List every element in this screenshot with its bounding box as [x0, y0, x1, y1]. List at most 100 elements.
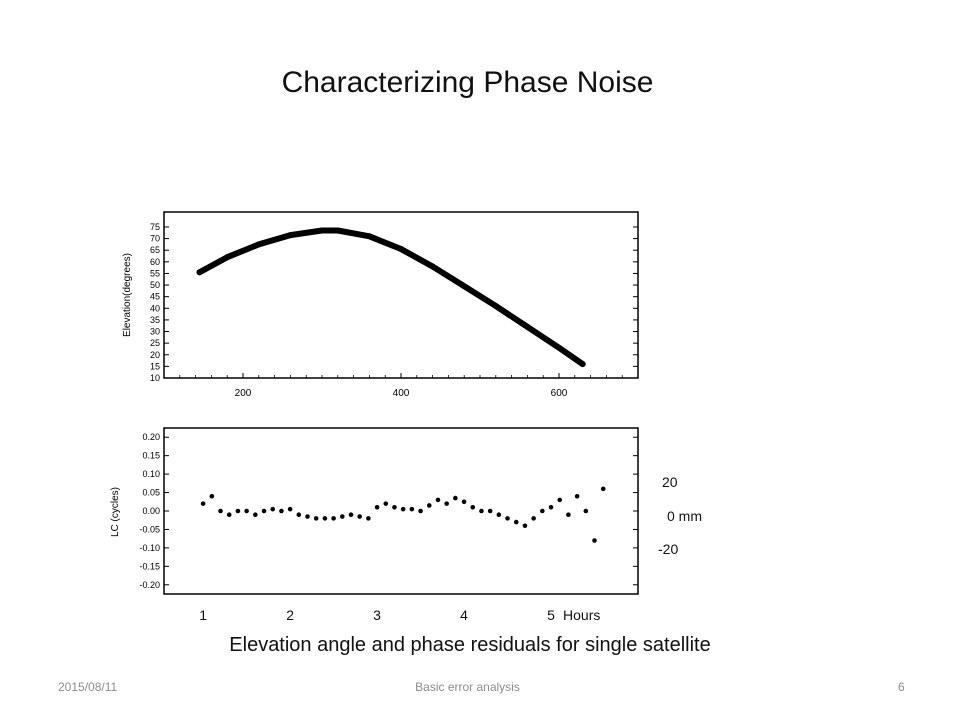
lc-scatter-points	[200, 486, 606, 543]
hours-axis-label: 2	[286, 607, 294, 623]
lc-data-point	[235, 508, 241, 514]
lc-data-point	[357, 514, 362, 519]
lc-data-point	[487, 508, 493, 514]
lc-data-point	[479, 508, 484, 514]
elevation-y-tick-label: 30	[150, 327, 160, 337]
lc-data-point	[296, 512, 302, 517]
lc-data-point	[305, 514, 310, 519]
lc-data-point	[557, 497, 563, 503]
lc-data-point	[496, 512, 502, 517]
hours-axis-labels: 1 2 3 4 5 Hours	[199, 607, 600, 623]
lc-y-tick-label: -0.20	[139, 580, 160, 590]
lc-data-point	[592, 538, 597, 543]
elevation-series-points	[196, 227, 586, 368]
elevation-data-point	[319, 227, 325, 234]
figure-caption: Elevation angle and phase residuals for …	[229, 634, 711, 656]
elevation-data-point	[366, 233, 373, 240]
lc-data-point	[400, 506, 406, 512]
lc-data-point	[209, 493, 215, 499]
elevation-x-tick-label: 200	[235, 388, 252, 399]
elevation-y-tick-label: 45	[150, 292, 160, 302]
hours-axis-label: 5	[547, 607, 555, 623]
footer-date: 2015/08/11	[58, 680, 118, 694]
elevation-y-tick-label: 20	[150, 350, 160, 360]
lc-data-point	[522, 523, 528, 529]
lc-y-tick-label: 0.05	[142, 488, 160, 498]
footer-page-number: 6	[898, 680, 905, 694]
elevation-y-tick-label: 75	[150, 222, 160, 232]
lc-data-point	[453, 495, 458, 501]
lc-data-point	[409, 506, 415, 512]
lc-data-point	[566, 512, 571, 517]
elevation-data-point	[524, 323, 531, 330]
lc-data-point	[287, 506, 293, 512]
lc-y-tick-label: -0.15	[139, 561, 160, 571]
elevation-x-tick-label: 600	[551, 388, 568, 399]
lc-y-axis-label: LC (cycles)	[110, 487, 121, 537]
lc-data-point	[374, 505, 380, 510]
lc-data-point	[461, 499, 467, 505]
hours-axis-label: 1	[199, 607, 207, 623]
lc-data-point	[426, 503, 432, 508]
elevation-data-point	[579, 361, 586, 368]
elevation-data-point	[255, 241, 262, 248]
lc-data-point	[600, 486, 606, 492]
lc-data-point	[540, 508, 545, 514]
elevation-y-tick-label: 65	[150, 245, 160, 255]
elevation-y-tick-label: 35	[150, 315, 160, 325]
elevation-data-point	[492, 302, 499, 309]
lc-y-tick-label: -0.05	[139, 524, 160, 534]
lc-y-tick-label: 0.00	[142, 506, 160, 516]
lc-data-point	[279, 508, 284, 514]
elevation-data-point	[398, 246, 404, 253]
lc-data-point	[366, 516, 371, 521]
lc-data-point	[470, 505, 476, 510]
elevation-series-line	[196, 227, 586, 368]
elevation-data-point	[556, 344, 562, 351]
elevation-y-tick-label: 15	[150, 361, 160, 371]
elevation-x-tick-label: 400	[393, 388, 410, 399]
mm-scale-mid-label: 0 mm	[667, 508, 702, 524]
lc-data-point	[444, 501, 449, 506]
elevation-data-point	[196, 269, 203, 276]
lc-plot-frame	[163, 427, 639, 595]
lc-data-point	[322, 516, 328, 521]
hours-axis-label: 3	[373, 607, 381, 623]
elevation-data-point	[287, 232, 294, 239]
elevation-data-point	[461, 283, 468, 290]
lc-data-point	[583, 508, 589, 514]
elevation-y-axis-label: Elevation(degrees)	[122, 253, 133, 337]
hours-axis-label: 4	[460, 607, 468, 623]
lc-data-point	[392, 505, 397, 510]
hours-unit-label: Hours	[563, 607, 600, 623]
lc-data-point	[331, 516, 336, 521]
elevation-y-tick-label: 60	[150, 257, 160, 267]
lc-data-point	[435, 497, 441, 503]
lc-data-point	[218, 508, 223, 514]
elevation-data-point	[334, 227, 341, 234]
elevation-x-ticks: 200 400 600	[179, 373, 623, 399]
elevation-y-tick-label: 55	[150, 268, 160, 278]
lc-data-point	[244, 508, 249, 514]
footer-title: Basic error analysis	[415, 680, 520, 694]
lc-y-tick-label: -0.10	[139, 543, 160, 553]
lc-data-point	[313, 516, 319, 521]
lc-data-point	[574, 493, 580, 499]
lc-data-point	[270, 506, 276, 512]
elevation-data-point	[429, 263, 436, 270]
lc-y-tick-label: 0.20	[142, 432, 160, 442]
lc-data-point	[253, 512, 258, 517]
elevation-y-tick-label: 50	[150, 280, 160, 290]
mm-scale-bottom-label: -20	[658, 541, 679, 557]
lc-data-point	[531, 516, 536, 521]
mm-scale-top-label: 20	[662, 474, 678, 490]
lc-data-point	[513, 519, 519, 525]
elevation-data-point	[224, 254, 231, 261]
lc-residual-chart: -0.20 -0.15 -0.10 -0.05 0.00 0.05 0.10 0.15 0.20…	[110, 427, 639, 623]
lc-y-ticks: -0.20 -0.15 -0.10 -0.05 0.00 0.05 0.10 0.15 0.20	[139, 432, 638, 590]
lc-data-point	[418, 508, 423, 514]
lc-y-tick-label: 0.10	[142, 469, 160, 479]
lc-y-tick-label: 0.15	[142, 451, 160, 461]
